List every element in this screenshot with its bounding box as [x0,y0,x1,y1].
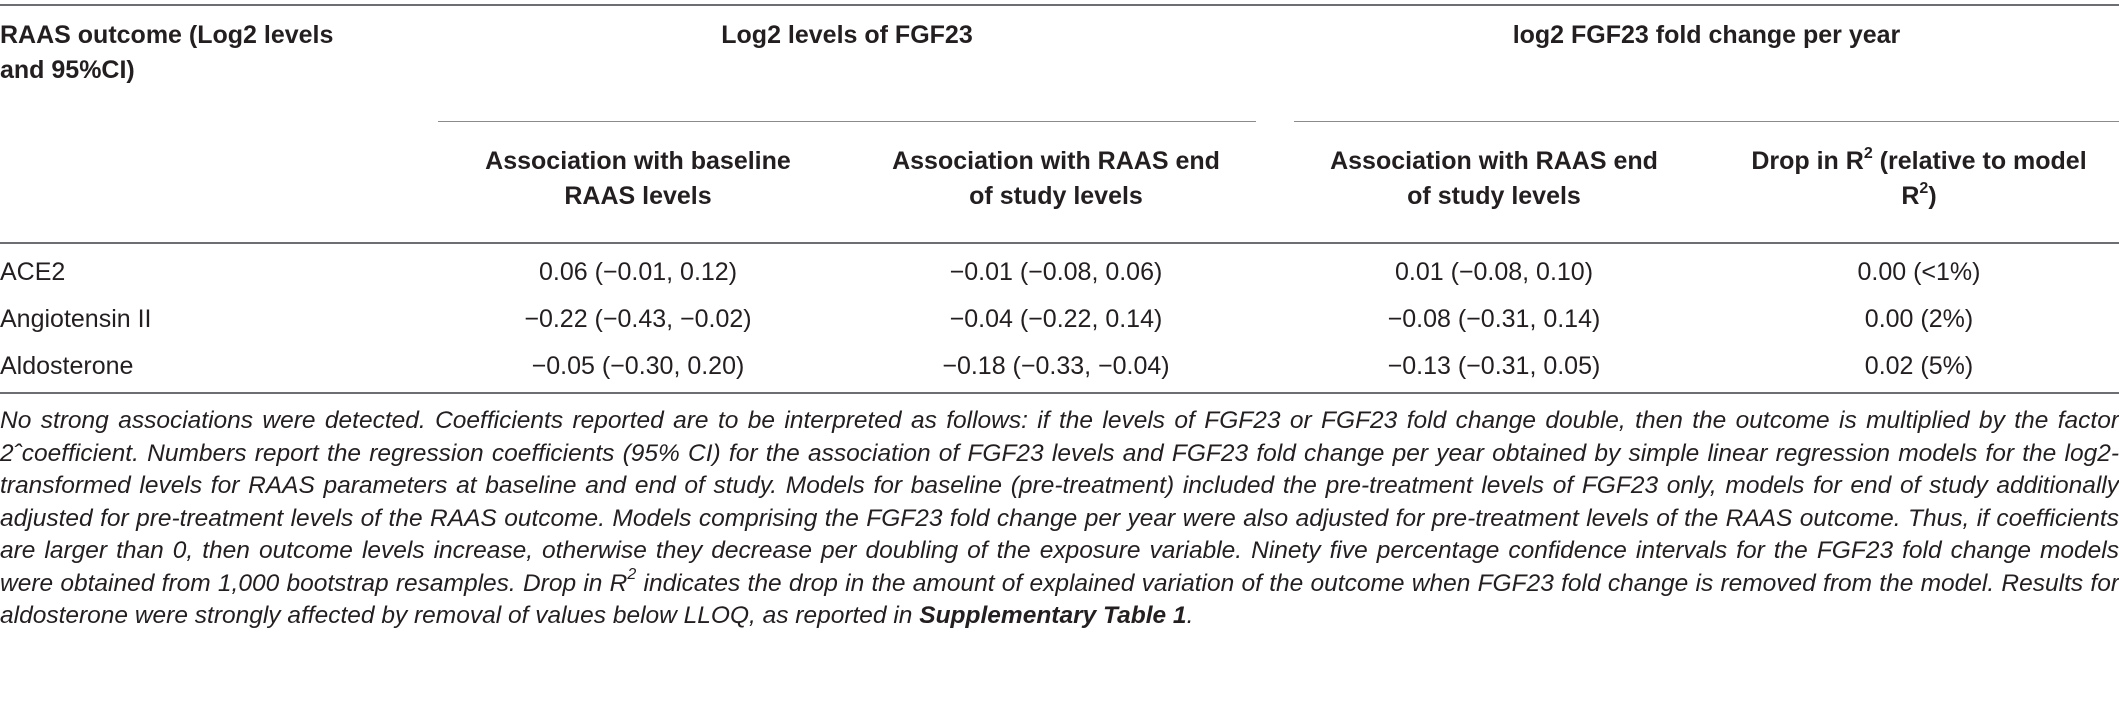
header-group-log2-levels: Log2 levels of FGF23 [721,21,973,49]
header-col-fold-end-study-line1: Association with RAAS end [1330,147,1658,175]
table-footnote: No strong associations were detected. Co… [0,405,2119,633]
header-col-drop-r2-line1: Drop in R2 (relative to model [1719,144,2119,179]
cell-aldosterone-fold: −0.13 (−0.31, 0.05) [1387,352,1601,380]
header-rule [0,242,2119,244]
cell-aldosterone-drop: 0.02 (5%) [1864,352,1974,380]
header-outcome-line2: and 95%CI) [0,56,135,84]
cell-aldosterone-baseline: −0.05 (−0.30, 0.20) [531,352,745,380]
header-outcome-line1: RAAS outcome (Log2 levels [0,21,334,49]
footnote-end: . [1186,602,1194,629]
cell-aldosterone-end: −0.18 (−0.33, −0.04) [942,352,1170,380]
header-outcome: RAAS outcome (Log2 levels and 95%CI) [0,18,420,88]
header-col-fold-end-study-line2: of study levels [1407,182,1581,210]
header-col-end-study-line2: of study levels [969,182,1143,210]
cell-ace2-end: −0.01 (−0.08, 0.06) [949,258,1163,286]
header-col-fold-end-study: Association with RAAS end of study level… [1294,144,1694,214]
header-col-baseline: Association with baseline RAAS levels [438,144,838,214]
r2-superscript-2: 2 [1919,179,1929,197]
header-col-baseline-line2: RAAS levels [564,182,712,210]
group2-underline [1294,121,2119,122]
footnote-text-a: No strong associations were detected. Co… [0,407,2119,597]
row-label-ace2: ACE2 [0,258,66,286]
header-col-end-study-line1: Association with RAAS end [892,147,1220,175]
r2-label-text-2: R [1901,182,1920,210]
row-label-angiotensin: Angiotensin II [0,305,152,333]
bottom-rule [0,392,2119,394]
cell-ace2-baseline: 0.06 (−0.01, 0.12) [538,258,738,286]
group1-underline [438,121,1256,122]
cell-ace2-drop: 0.00 (<1%) [1857,258,1981,286]
header-col-drop-r2-line2: R2) [1719,179,2119,214]
header-col-drop-r2: Drop in R2 (relative to model R2) [1719,144,2119,214]
cell-angiotensin-end: −0.04 (−0.22, 0.14) [949,305,1163,333]
top-rule [0,4,2119,6]
row-label-aldosterone: Aldosterone [0,352,134,380]
header-col-baseline-line1: Association with baseline [485,147,791,175]
supplementary-table-link[interactable]: Supplementary Table 1 [919,602,1187,629]
cell-ace2-fold: 0.01 (−0.08, 0.10) [1394,258,1594,286]
r2-superscript: 2 [1863,144,1873,162]
header-group-fold-change: log2 FGF23 fold change per year [1512,21,1901,49]
header-col-end-study: Association with RAAS end of study level… [856,144,1256,214]
cell-angiotensin-drop: 0.00 (2%) [1864,305,1974,333]
r2-label-suffix-2: ) [1928,182,1937,210]
footnote-r2-superscript: 2 [627,566,637,584]
footnote-text-b: indicates the drop in the amount of expl… [0,569,2119,630]
r2-label-suffix: (relative to model [1872,147,2087,175]
cell-angiotensin-baseline: −0.22 (−0.43, −0.02) [524,305,752,333]
cell-angiotensin-fold: −0.08 (−0.31, 0.14) [1387,305,1601,333]
r2-label-text: Drop in R [1751,147,1864,175]
